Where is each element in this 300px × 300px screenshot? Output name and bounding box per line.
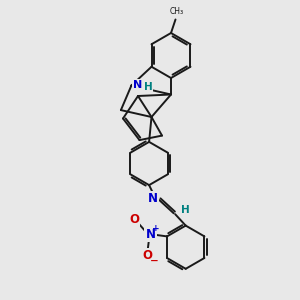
Text: H: H <box>143 82 152 92</box>
Text: −: − <box>150 256 158 266</box>
Text: O: O <box>129 213 139 226</box>
Text: N: N <box>134 80 142 90</box>
Text: +: + <box>152 224 160 233</box>
Text: CH₃: CH₃ <box>170 7 184 16</box>
Text: N: N <box>146 228 155 242</box>
Text: H: H <box>181 205 190 215</box>
Text: O: O <box>142 249 152 262</box>
Text: N: N <box>148 192 158 205</box>
